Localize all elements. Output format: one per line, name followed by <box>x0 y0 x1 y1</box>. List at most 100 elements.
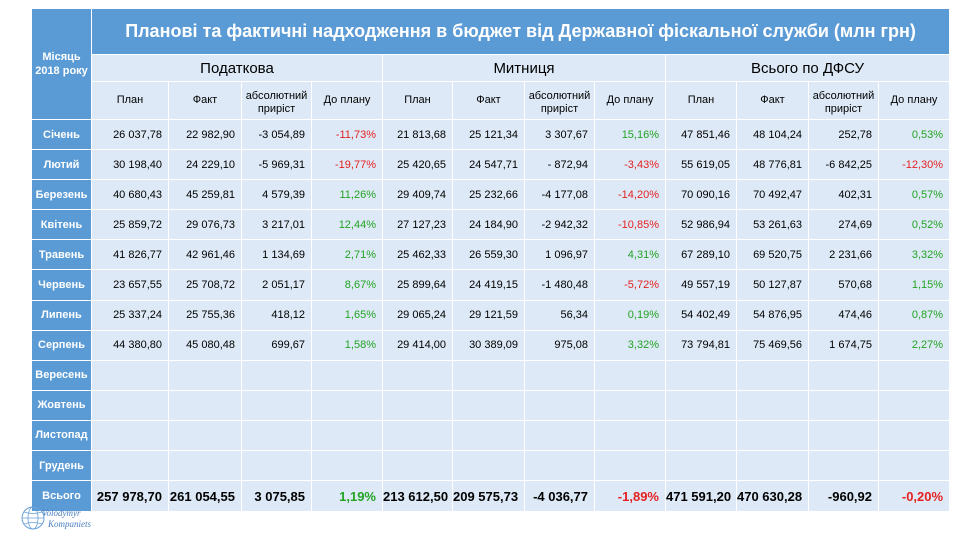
value-cell: 45 080,48 <box>169 330 242 361</box>
value-cell: -6 842,25 <box>809 150 879 181</box>
value-cell <box>383 360 453 391</box>
table-row: Березень 40 680,43 45 259,81 4 579,39 11,26%… <box>32 180 951 211</box>
table-body: Січень 26 037,78 22 982,90 -3 054,89 -11,73%… <box>32 120 951 513</box>
percent-cell <box>595 360 666 391</box>
subheader-to-plan: До плану <box>312 82 383 120</box>
value-cell: 55 619,05 <box>666 150 737 181</box>
percent-cell: 0,57% <box>879 180 951 211</box>
percent-cell: 4,31% <box>595 240 666 271</box>
table-row: Січень 26 037,78 22 982,90 -3 054,89 -11,73%… <box>32 120 951 151</box>
value-cell <box>242 360 312 391</box>
value-cell: - 872,94 <box>525 150 595 181</box>
table-row: Квітень 25 859,72 29 076,73 3 217,01 12,44% 2… <box>32 210 951 241</box>
percent-cell: -3,43% <box>595 150 666 181</box>
value-cell <box>242 451 312 482</box>
value-cell: 48 776,81 <box>737 150 809 181</box>
value-cell: 49 557,19 <box>666 270 737 301</box>
value-cell: 1 134,69 <box>242 240 312 271</box>
month-cell: Червень <box>32 270 92 301</box>
table-row: Грудень <box>32 451 951 482</box>
value-cell <box>525 390 595 421</box>
value-cell: 25 232,66 <box>453 180 525 211</box>
value-cell: 30 198,40 <box>92 150 169 181</box>
percent-cell <box>879 420 951 452</box>
table-row: Лютий 30 198,40 24 229,10 -5 969,31 -19,77% 2… <box>32 150 951 181</box>
table-row: Вересень <box>32 360 951 391</box>
value-cell: 25 121,34 <box>453 120 525 151</box>
value-cell: -4 036,77 <box>525 481 595 513</box>
month-cell: Грудень <box>32 451 92 482</box>
table-row: Серпень 44 380,80 45 080,48 699,67 1,58% 29 4… <box>32 330 951 361</box>
value-cell: 25 755,36 <box>169 300 242 331</box>
value-cell: 24 547,71 <box>453 150 525 181</box>
value-cell <box>169 420 242 452</box>
value-cell: 40 680,43 <box>92 180 169 211</box>
value-cell: 25 337,24 <box>92 300 169 331</box>
value-cell <box>737 390 809 421</box>
value-cell <box>525 420 595 452</box>
month-cell: Лютий <box>32 150 92 181</box>
table-row: Травень 41 826,77 42 961,46 1 134,69 2,71% 25… <box>32 240 951 271</box>
table-row: Червень 23 657,55 25 708,72 2 051,17 8,67% 25… <box>32 270 951 301</box>
value-cell: 24 419,15 <box>453 270 525 301</box>
percent-cell: 8,67% <box>312 270 383 301</box>
percent-cell: -1,89% <box>595 481 666 513</box>
subheader-growth: абсолютний приріст <box>242 82 312 120</box>
value-cell: 42 961,46 <box>169 240 242 271</box>
subheader-plan: План <box>666 82 737 120</box>
logo: Volodymyr Kompaniets <box>20 504 110 537</box>
month-cell: Вересень <box>32 360 92 391</box>
value-cell: 67 289,10 <box>666 240 737 271</box>
value-cell: -960,92 <box>809 481 879 513</box>
value-cell <box>383 451 453 482</box>
month-cell: Всього <box>32 481 92 513</box>
value-cell: 26 559,30 <box>453 240 525 271</box>
value-cell: 73 794,81 <box>666 330 737 361</box>
value-cell: 50 127,87 <box>737 270 809 301</box>
percent-cell <box>312 420 383 452</box>
value-cell: 45 259,81 <box>169 180 242 211</box>
value-cell: 257 978,70 <box>92 481 169 513</box>
value-cell <box>92 451 169 482</box>
subheader-to-plan: До плану <box>595 82 666 120</box>
subheader-growth: абсолютний приріст <box>525 82 595 120</box>
value-cell: 470 630,28 <box>737 481 809 513</box>
percent-cell: -5,72% <box>595 270 666 301</box>
percent-cell: 0,87% <box>879 300 951 331</box>
month-cell: Травень <box>32 240 92 271</box>
subheader-growth: абсолютний приріст <box>809 82 879 120</box>
percent-cell: 11,26% <box>312 180 383 211</box>
percent-cell: 2,71% <box>312 240 383 271</box>
table-row: Жовтень <box>32 390 951 421</box>
value-cell: -3 054,89 <box>242 120 312 151</box>
value-cell <box>92 420 169 452</box>
value-cell: 54 876,95 <box>737 300 809 331</box>
value-cell: 44 380,80 <box>92 330 169 361</box>
value-cell: 29 121,59 <box>453 300 525 331</box>
value-cell: 22 982,90 <box>169 120 242 151</box>
value-cell: 3 217,01 <box>242 210 312 241</box>
value-cell <box>666 451 737 482</box>
value-cell: 1 096,97 <box>525 240 595 271</box>
month-cell: Січень <box>32 120 92 151</box>
value-cell: 3 307,67 <box>525 120 595 151</box>
value-cell <box>666 360 737 391</box>
percent-cell: 0,19% <box>595 300 666 331</box>
percent-cell <box>879 451 951 482</box>
percent-cell: 2,27% <box>879 330 951 361</box>
subheader-fact: Факт <box>737 82 809 120</box>
percent-cell <box>595 420 666 452</box>
value-cell <box>453 420 525 452</box>
value-cell: 274,69 <box>809 210 879 241</box>
value-cell: 41 826,77 <box>92 240 169 271</box>
percent-cell: 0,53% <box>879 120 951 151</box>
value-cell: 56,34 <box>525 300 595 331</box>
percent-cell: 15,16% <box>595 120 666 151</box>
value-cell <box>242 420 312 452</box>
month-cell: Квітень <box>32 210 92 241</box>
value-cell <box>242 390 312 421</box>
percent-cell: 1,65% <box>312 300 383 331</box>
value-cell: 24 184,90 <box>453 210 525 241</box>
value-cell <box>737 420 809 452</box>
percent-cell: 3,32% <box>595 330 666 361</box>
